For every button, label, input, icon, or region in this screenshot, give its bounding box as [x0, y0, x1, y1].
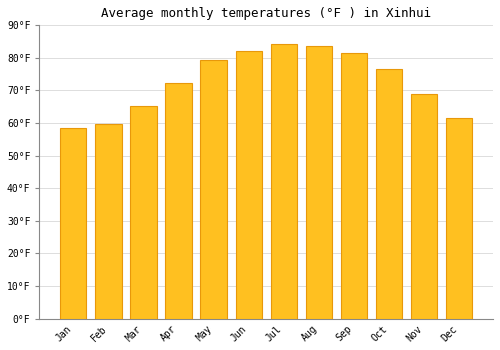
Bar [306, 47, 332, 318]
Bar [446, 118, 472, 318]
Bar [236, 51, 262, 318]
Bar [95, 124, 122, 318]
Bar [130, 106, 156, 319]
Bar [411, 94, 438, 318]
Bar [166, 83, 192, 318]
Bar [60, 128, 86, 318]
Title: Average monthly temperatures (°F ) in Xinhui: Average monthly temperatures (°F ) in Xi… [102, 7, 431, 20]
Bar [200, 60, 227, 318]
Bar [376, 69, 402, 318]
Bar [270, 44, 297, 319]
Bar [341, 53, 367, 318]
